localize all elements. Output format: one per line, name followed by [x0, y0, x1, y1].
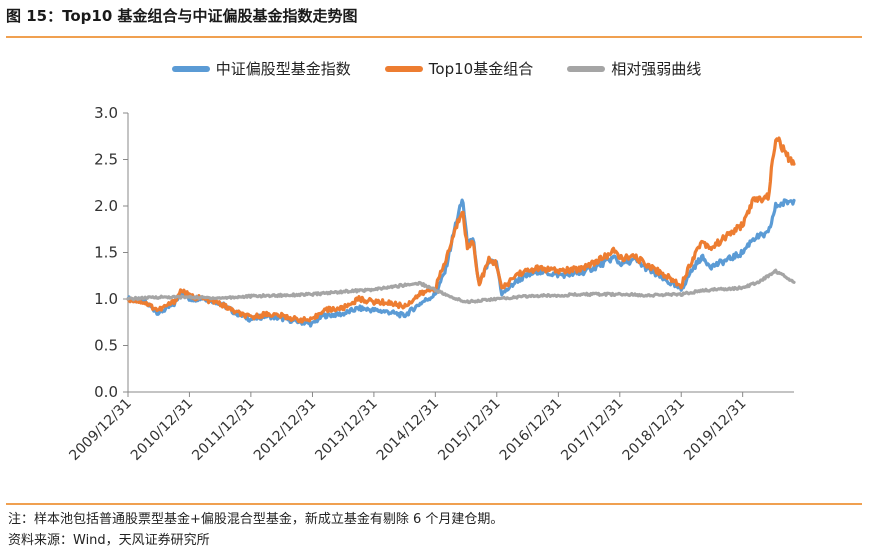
chart-title: 图 15：Top10 基金组合与中证偏股基金指数走势图 — [6, 7, 358, 25]
series-line-3 — [126, 268, 796, 305]
sample-note: 注：样本池包括普通股票型基金+偏股混合型基金，新成立基金有剔除 6 个月建仓期。 — [8, 512, 504, 527]
y-tick-label: 2.0 — [94, 197, 118, 215]
bottom-divider — [6, 503, 862, 505]
x-tick-label: 2013/12/31 — [312, 396, 380, 464]
legend-swatch — [384, 65, 423, 72]
legend-item-2: Top10基金组合 — [384, 58, 534, 79]
x-tick-label: 2009/12/31 — [66, 396, 134, 464]
y-tick-label: 0.0 — [94, 383, 118, 401]
x-tick-label: 2018/12/31 — [620, 396, 688, 464]
x-tick-label: 2012/12/31 — [251, 396, 319, 464]
legend-swatch — [171, 65, 210, 72]
series-line-1 — [126, 198, 796, 328]
legend-label: 中证偏股型基金指数 — [215, 60, 351, 78]
x-tick-label: 2019/12/31 — [681, 396, 749, 464]
source-note: 资料来源：Wind，天风证券研究所 — [8, 533, 210, 548]
line-chart: 0.0 0.5 1.0 1.5 2.0 2.5 3.0 2009/12/312010/12/3… — [66, 104, 796, 464]
x-tick-label: 2017/12/31 — [558, 396, 626, 464]
legend-swatch — [567, 65, 606, 72]
legend-item-3: 相对强弱曲线 — [567, 58, 701, 79]
legend-label: Top10基金组合 — [428, 60, 534, 78]
x-tick-label: 2010/12/31 — [128, 396, 196, 464]
y-tick-label: 1.5 — [94, 244, 118, 262]
x-tick-label: 2014/12/31 — [374, 396, 442, 464]
top-divider — [6, 36, 862, 38]
y-tick-label: 2.5 — [94, 151, 118, 169]
y-tick-label: 1.0 — [94, 290, 118, 308]
chart-legend: 中证偏股型基金指数 Top10基金组合 相对强弱曲线 — [0, 58, 873, 79]
x-tick-label: 2015/12/31 — [435, 396, 503, 464]
legend-item-1: 中证偏股型基金指数 — [171, 58, 351, 79]
series-line-2 — [126, 136, 796, 324]
x-tick-label: 2011/12/31 — [189, 396, 257, 464]
y-tick-label: 0.5 — [94, 337, 118, 355]
x-tick-label: 2016/12/31 — [497, 396, 565, 464]
y-tick-label: 3.0 — [94, 104, 118, 122]
chart-notes: 注：样本池包括普通股票型基金+偏股混合型基金，新成立基金有剔除 6 个月建仓期。… — [8, 509, 503, 551]
legend-label: 相对强弱曲线 — [611, 60, 702, 78]
